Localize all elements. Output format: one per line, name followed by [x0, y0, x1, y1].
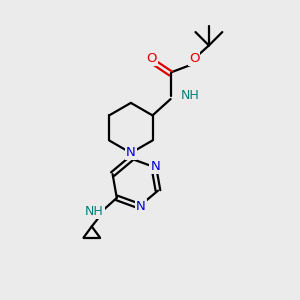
Text: NH: NH — [85, 205, 104, 218]
Text: NH: NH — [181, 89, 200, 102]
Text: O: O — [146, 52, 157, 65]
Text: N: N — [126, 146, 136, 159]
Text: O: O — [189, 52, 200, 65]
Text: N: N — [150, 160, 160, 173]
Text: N: N — [136, 200, 146, 213]
